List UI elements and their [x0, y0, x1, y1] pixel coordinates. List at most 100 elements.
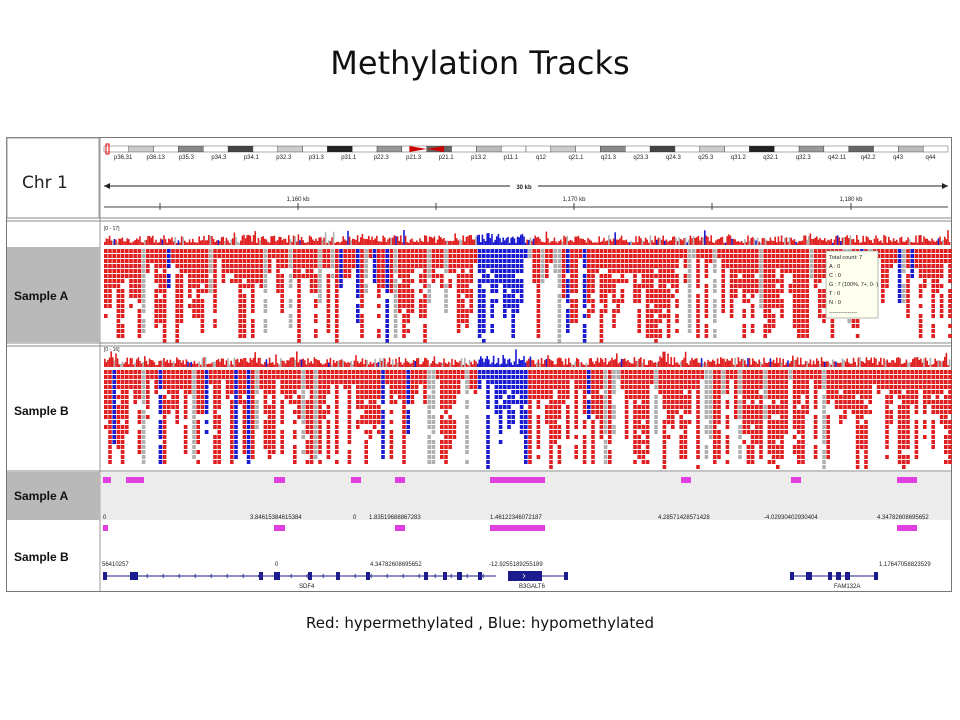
read-block [729, 269, 734, 273]
read-block [314, 440, 318, 444]
read-block [591, 299, 595, 303]
coverage-bar [876, 364, 879, 367]
coverage-bar [516, 364, 519, 367]
coverage-bar [376, 363, 378, 367]
read-block [301, 400, 305, 404]
coverage-bar [814, 364, 816, 367]
read-block [364, 395, 368, 399]
read-block [242, 304, 247, 308]
read-block [242, 430, 247, 434]
read-block [805, 309, 809, 313]
coverage-bar [291, 241, 293, 245]
read-block [721, 385, 725, 389]
coverage-bar [424, 235, 426, 245]
read-block [293, 390, 297, 394]
read-block [200, 274, 205, 278]
read-block [885, 259, 889, 263]
read-block [221, 370, 226, 374]
coverage-bar [628, 362, 631, 367]
read-block [440, 390, 444, 394]
read-block [662, 269, 667, 273]
read-block [549, 440, 553, 444]
read-block [797, 264, 801, 268]
read-block [377, 284, 381, 288]
read-block [267, 425, 272, 429]
coverage-bar [662, 351, 664, 367]
read-block [192, 435, 196, 439]
read-block [225, 390, 230, 394]
coverage-bar [168, 362, 170, 367]
read-block [360, 319, 364, 323]
read-block [133, 400, 137, 404]
coverage-bar [540, 357, 543, 367]
igv-browser-panel[interactable]: Chr 1 p36.31 p36.13 p35.3 p34.3 p34.1 p32.3 p3… [6, 137, 952, 592]
read-block [582, 254, 587, 258]
read-block [431, 430, 436, 434]
read-block [881, 284, 885, 288]
read-block [608, 289, 612, 293]
read-block [141, 415, 146, 419]
read-block [599, 329, 604, 333]
read-block [708, 370, 713, 374]
read-block [465, 435, 469, 439]
read-block [251, 380, 255, 384]
read-block [641, 450, 646, 454]
read-block [141, 370, 146, 374]
coverage-bar [345, 240, 348, 245]
chromosome-ideogram[interactable] [103, 143, 949, 155]
read-block [729, 259, 734, 263]
sample-a-methylation-track[interactable] [104, 230, 952, 343]
read-block [721, 274, 725, 278]
read-block [511, 299, 515, 303]
coverage-bar [713, 242, 716, 245]
read-block [780, 284, 784, 288]
coverage-bar [547, 355, 549, 367]
read-block [767, 324, 772, 328]
read-block [137, 294, 142, 298]
coverage-bar [257, 357, 260, 367]
coverage-bar [132, 241, 135, 245]
read-block [448, 430, 452, 434]
read-block [377, 264, 381, 268]
read-block [141, 395, 146, 399]
read-block [154, 370, 158, 374]
sample-b-methylation-track[interactable] [104, 349, 952, 469]
read-block [692, 380, 696, 384]
read-block [549, 430, 553, 434]
read-block [742, 299, 746, 303]
coverage-bar [843, 359, 845, 367]
read-block [141, 254, 146, 258]
read-block [557, 304, 562, 308]
coverage-bar [580, 362, 583, 367]
read-block [347, 425, 352, 429]
read-block [280, 375, 284, 379]
read-block [582, 324, 587, 328]
read-block [675, 410, 679, 414]
read-block [137, 314, 142, 318]
read-block [599, 385, 604, 389]
sample-a-track-label[interactable]: Sample A [14, 289, 69, 303]
read-block [549, 395, 553, 399]
igv-canvas[interactable]: Chr 1 p36.31 p36.13 p35.3 p34.3 p34.1 p32.3 p3… [6, 137, 952, 592]
coverage-bar [316, 240, 319, 245]
read-block [372, 395, 377, 399]
read-block [393, 314, 398, 318]
read-block [713, 254, 717, 258]
read-block [927, 249, 931, 253]
read-block [637, 435, 641, 439]
read-block [633, 385, 637, 389]
read-block [326, 274, 331, 278]
read-block [561, 249, 566, 253]
ideogram-band [749, 145, 775, 153]
read-block [251, 334, 255, 338]
coverage-bar [772, 241, 775, 245]
sample-b-track-label[interactable]: Sample B [14, 404, 69, 418]
read-block [608, 395, 612, 399]
read-block [238, 289, 242, 293]
read-block [578, 370, 583, 374]
read-block [713, 264, 717, 268]
read-block [301, 435, 305, 439]
coverage-bar [904, 362, 906, 367]
coverage-bar [516, 236, 519, 245]
read-block [477, 370, 482, 374]
